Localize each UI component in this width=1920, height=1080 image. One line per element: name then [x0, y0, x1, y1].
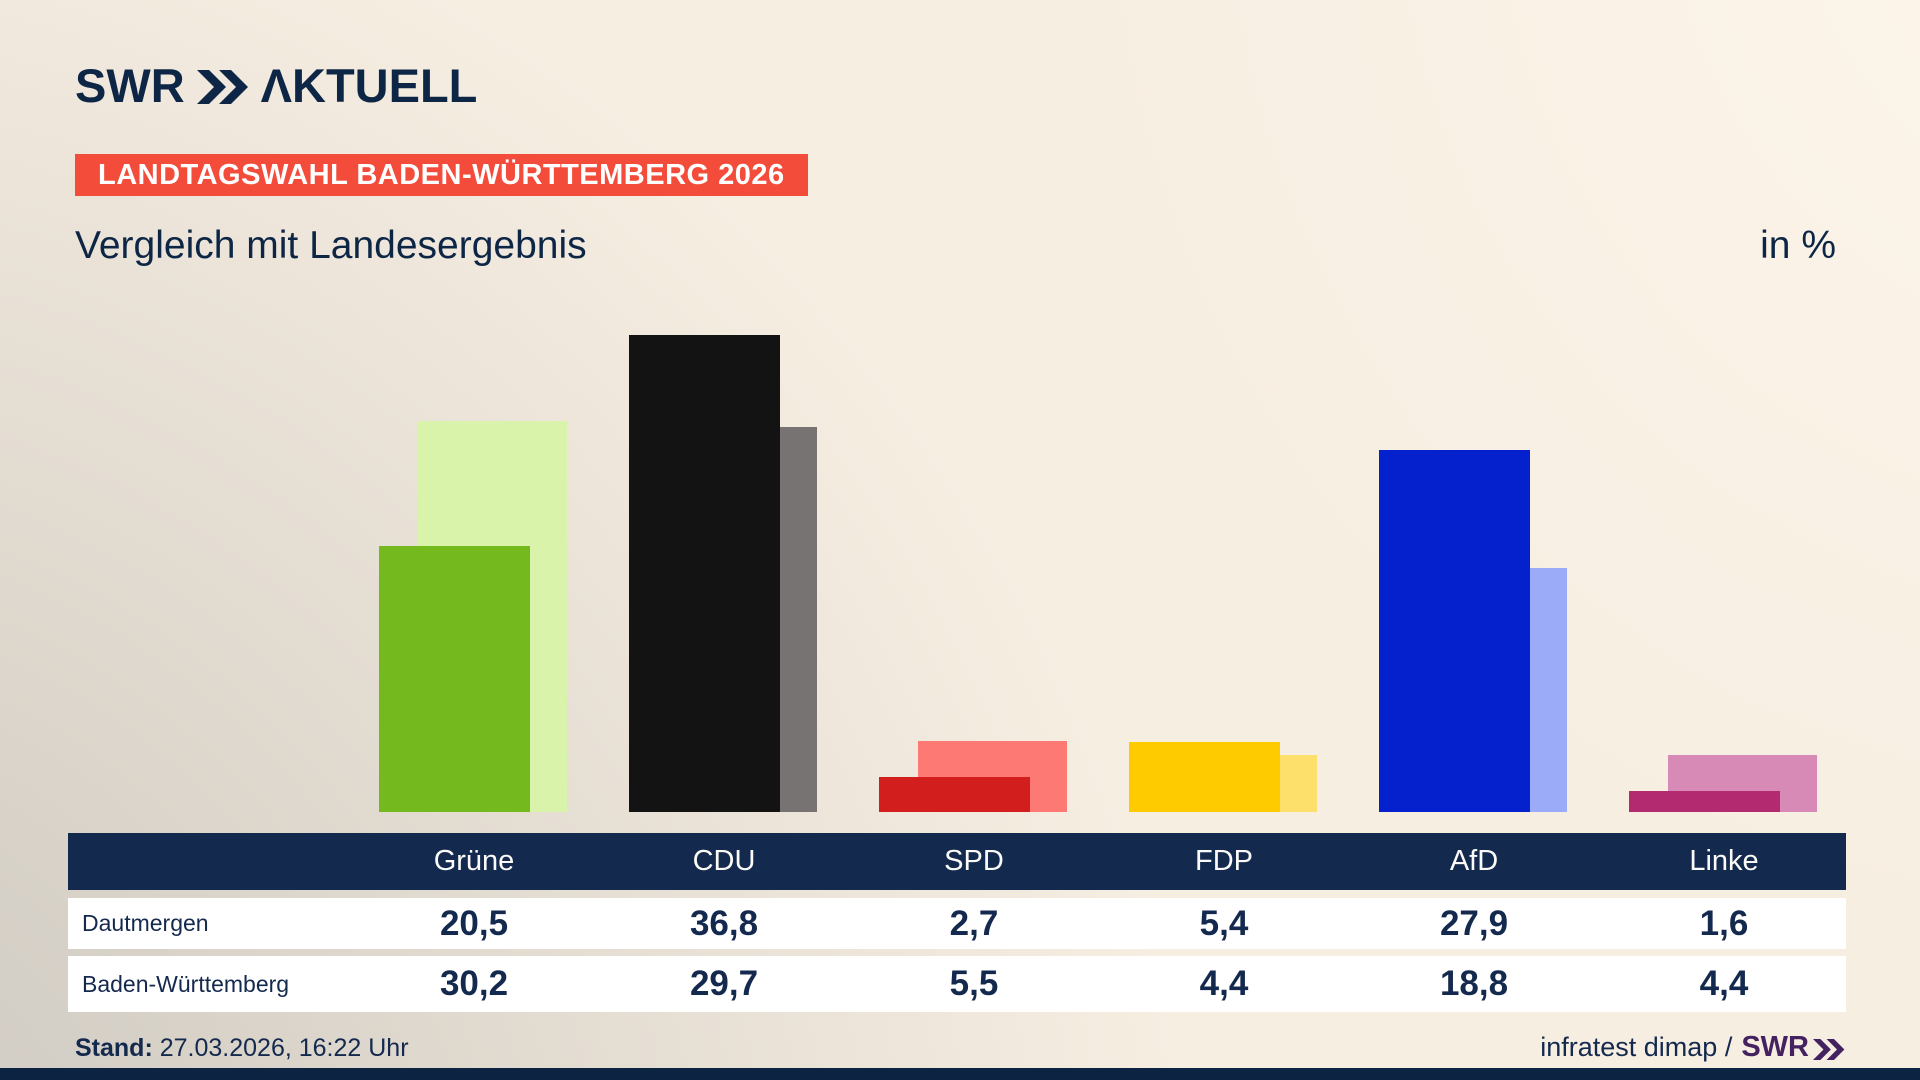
bar-Dautmergen-CDU: [629, 335, 780, 812]
double-chevron-icon: [1813, 1038, 1845, 1060]
source-text: infratest dimap /: [1540, 1032, 1733, 1062]
results-table: Grüne CDU SPD FDP AfD Linke Dautmergen 20,5 36,…: [68, 833, 1846, 1013]
bottom-accent-bar: [0, 1068, 1920, 1080]
column-header-SPD: SPD: [944, 845, 1004, 877]
table-header-row: Grüne CDU SPD FDP AfD Linke: [68, 833, 1846, 890]
value-cell-SPD: 2,7: [949, 903, 999, 943]
logo-swr-text: SWR: [75, 59, 185, 112]
value-cell-Linke: 4,4: [1699, 964, 1749, 1003]
value-cell-AfD: 27,9: [1439, 903, 1509, 943]
bar-chart: [379, 335, 1817, 812]
bar-Dautmergen-SPD: [879, 777, 1030, 812]
bar-Dautmergen-FDP: [1129, 742, 1280, 812]
value-cell-FDP: 4,4: [1199, 964, 1249, 1003]
unit-label: in %: [1760, 224, 1836, 267]
value-cell-Grüne: 30,2: [439, 964, 509, 1003]
value-cell-FDP: 5,4: [1199, 903, 1249, 943]
table-row: Dautmergen 20,5 36,8 2,7 5,4 27,9 1,6: [68, 898, 1846, 949]
column-header-AfD: AfD: [1449, 845, 1499, 877]
value-cell-Grüne: 20,5: [439, 903, 509, 943]
swr-aktuell-logo: SWR ΛKTUELL: [75, 62, 477, 109]
table-row: Baden-Württemberg 30,2 29,7 5,5 4,4 18,8 4,4: [68, 956, 1846, 1012]
stand-value: 27.03.2026, 16:22 Uhr: [152, 1034, 409, 1062]
column-header-Grüne: Grüne: [433, 845, 515, 877]
column-header-Linke: Linke: [1689, 845, 1759, 877]
bar-Dautmergen-Grüne: [379, 546, 530, 812]
bar-Dautmergen-AfD: [1379, 450, 1530, 812]
row-label: Dautmergen: [82, 910, 209, 936]
timestamp: Stand: 27.03.2026, 16:22 Uhr: [75, 1034, 409, 1063]
chart-title: Vergleich mit Landesergebnis: [75, 224, 587, 267]
column-header-CDU: CDU: [692, 845, 756, 877]
double-chevron-icon: [196, 69, 248, 104]
source-credit: infratest dimap / SWR: [1540, 1031, 1845, 1064]
value-cell-CDU: 29,7: [689, 964, 759, 1003]
value-cell-CDU: 36,8: [689, 903, 759, 943]
swr-logo-small: SWR: [1741, 1031, 1845, 1064]
logo-aktuell-text: ΛKTUELL: [260, 59, 478, 112]
column-header-FDP: FDP: [1195, 845, 1253, 877]
row-label: Baden-Württemberg: [82, 970, 290, 997]
value-cell-AfD: 18,8: [1439, 964, 1509, 1003]
stand-label: Stand:: [75, 1034, 153, 1062]
bar-Dautmergen-Linke: [1629, 791, 1780, 812]
value-cell-SPD: 5,5: [949, 964, 999, 1003]
value-cell-Linke: 1,6: [1699, 903, 1749, 943]
election-badge: LANDTAGSWAHL BADEN-WÜRTTEMBERG 2026: [75, 154, 808, 196]
